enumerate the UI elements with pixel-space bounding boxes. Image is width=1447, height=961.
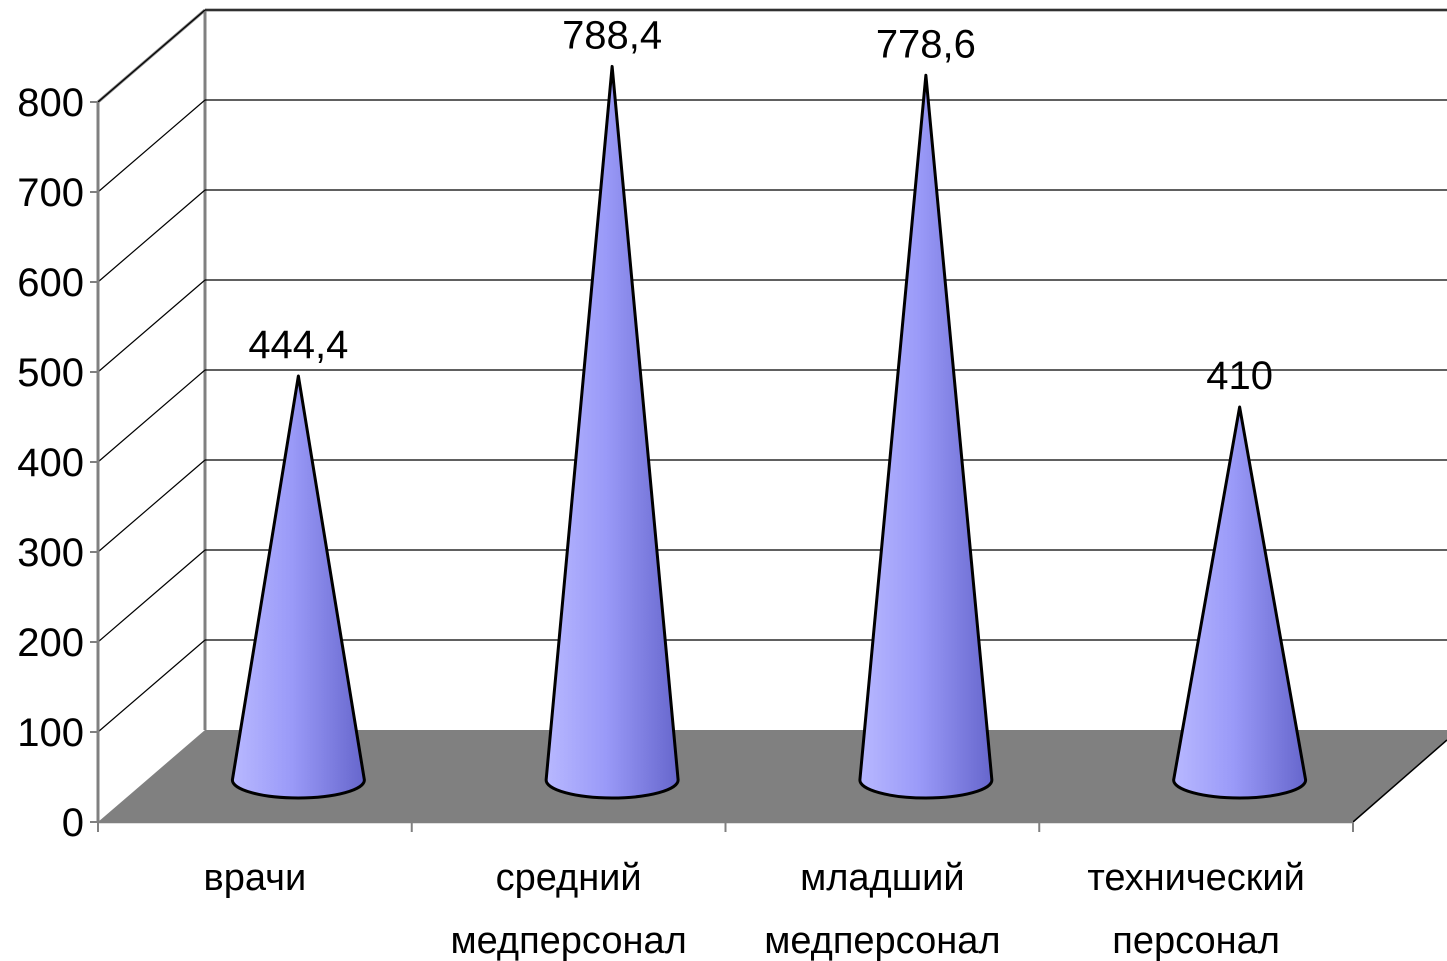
y-tick-label-300: 300 [17,531,84,575]
gridline-side-300 [97,459,206,553]
y-tick-label-800: 800 [17,81,84,125]
cone-body-0 [230,374,366,800]
gridline-side-600 [97,189,206,283]
x-axis: врачи средний медперсонал младший медперсона… [97,820,1354,961]
gridline-side-700 [97,99,206,193]
x-category-label-2-0: младший [800,857,965,899]
x-category-label-1-0: средний [496,857,642,899]
y-tick-label-500: 500 [17,351,84,395]
plot-floor [98,730,1447,823]
cone-1 [544,64,680,800]
data-label-3: 410 [1206,354,1273,398]
y-tick-label-100: 100 [17,711,84,755]
gridline-side-800 [97,9,206,103]
floor-surface [98,730,1447,822]
cone-series [230,64,1308,800]
data-label-2: 778,6 [876,22,976,66]
gridline-side-400 [97,369,206,463]
gridline-side-100 [97,639,206,733]
x-category-label-0-0: врачи [204,857,307,899]
y-tick-label-600: 600 [17,261,84,305]
y-axis: 0 100 200 300 400 500 600 700 800 [17,81,100,845]
y-tick-label-700: 700 [17,171,84,215]
x-category-label-2-1: медперсонал [764,920,1000,961]
cone-body-3 [1172,405,1308,800]
cone-0 [230,374,366,800]
x-category-label-1-1: медперсонал [450,920,686,961]
y-tick-label-0: 0 [62,801,84,845]
x-category-label-3-1: персонал [1112,920,1280,961]
y-tick-label-200: 200 [17,621,84,665]
cone-body-1 [544,64,680,800]
cone-3 [1172,405,1308,800]
floor-right-edge [1352,739,1447,823]
gridline-side-500 [97,279,206,373]
gridline-side-200 [97,549,206,643]
x-category-label-3-0: технический [1087,857,1305,899]
data-label-1: 788,4 [562,13,662,57]
y-tick-label-400: 400 [17,441,84,485]
cone-body-2 [858,73,994,800]
cone-2 [858,73,994,800]
data-label-0: 444,4 [248,323,348,367]
data-labels: 444,4 788,4 778,6 410 [248,13,1273,398]
